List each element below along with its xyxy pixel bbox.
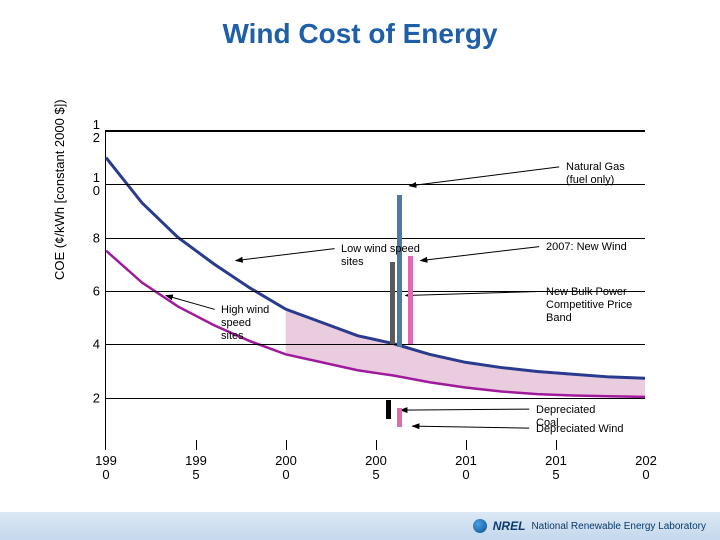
- natural-gas-label: Natural Gas (fuel only): [566, 161, 645, 187]
- footer-bar: NREL National Renewable Energy Laborator…: [0, 512, 720, 540]
- gridline: [106, 398, 645, 399]
- natural-gas-label-arrow: [409, 167, 559, 186]
- x-tick-mark: [196, 440, 197, 450]
- gridline: [106, 184, 645, 185]
- depr-wind-label: Depreciated Wind: [536, 423, 623, 436]
- depreciated-coal-bar: [386, 400, 391, 419]
- y-tick-label: 4: [78, 338, 100, 351]
- new-wind-2007-label: 2007: New Wind: [546, 241, 627, 254]
- chart: 246810121990199520002005201020152020Natu…: [105, 130, 645, 450]
- gridline: [106, 238, 645, 239]
- gridline: [106, 131, 645, 132]
- nrel-logo-icon: [473, 519, 487, 533]
- x-tick-label: 1990: [86, 454, 126, 482]
- depr-coal-label-arrow: [400, 409, 529, 410]
- depr-wind-label-arrow: [412, 426, 529, 428]
- low-wind-label-arrow: [236, 249, 335, 261]
- x-tick-mark: [286, 440, 287, 450]
- natural-gas-bar: [397, 195, 402, 347]
- x-tick-mark: [556, 440, 557, 450]
- x-tick-label: 1995: [176, 454, 216, 482]
- bulk-power-label-arrow: [405, 291, 539, 295]
- x-tick-label: 2005: [356, 454, 396, 482]
- new-wind-2007-label-arrow: [420, 247, 539, 261]
- y-tick-label: 2: [78, 391, 100, 404]
- gridline: [106, 344, 645, 345]
- x-tick-mark: [376, 440, 377, 450]
- x-tick-label: 2015: [536, 454, 576, 482]
- footer-text: National Renewable Energy Laboratory: [531, 521, 706, 532]
- page-title: Wind Cost of Energy: [0, 0, 720, 50]
- low-wind-label: Low wind speedsites: [341, 243, 420, 269]
- y-tick-label: 10: [78, 171, 100, 197]
- x-tick-label: 2000: [266, 454, 306, 482]
- footer-brand: NREL: [493, 519, 526, 533]
- y-tick-label: 6: [78, 285, 100, 298]
- y-axis-label: COE (¢/kWh [constant 2000 $]): [52, 99, 67, 280]
- depreciated-wind-bar: [397, 408, 402, 427]
- new-wind-2007-bar: [408, 256, 413, 344]
- y-tick-label: 8: [78, 231, 100, 244]
- x-tick-label: 2010: [446, 454, 486, 482]
- high-wind-label: High windspeedsites: [221, 304, 269, 343]
- bulk-power-band-bar: [390, 262, 395, 345]
- bulk-power-label: New Bulk PowerCompetitive Price Band: [546, 286, 645, 325]
- y-tick-label: 12: [78, 118, 100, 144]
- x-tick-label: 2020: [626, 454, 666, 482]
- x-tick-mark: [466, 440, 467, 450]
